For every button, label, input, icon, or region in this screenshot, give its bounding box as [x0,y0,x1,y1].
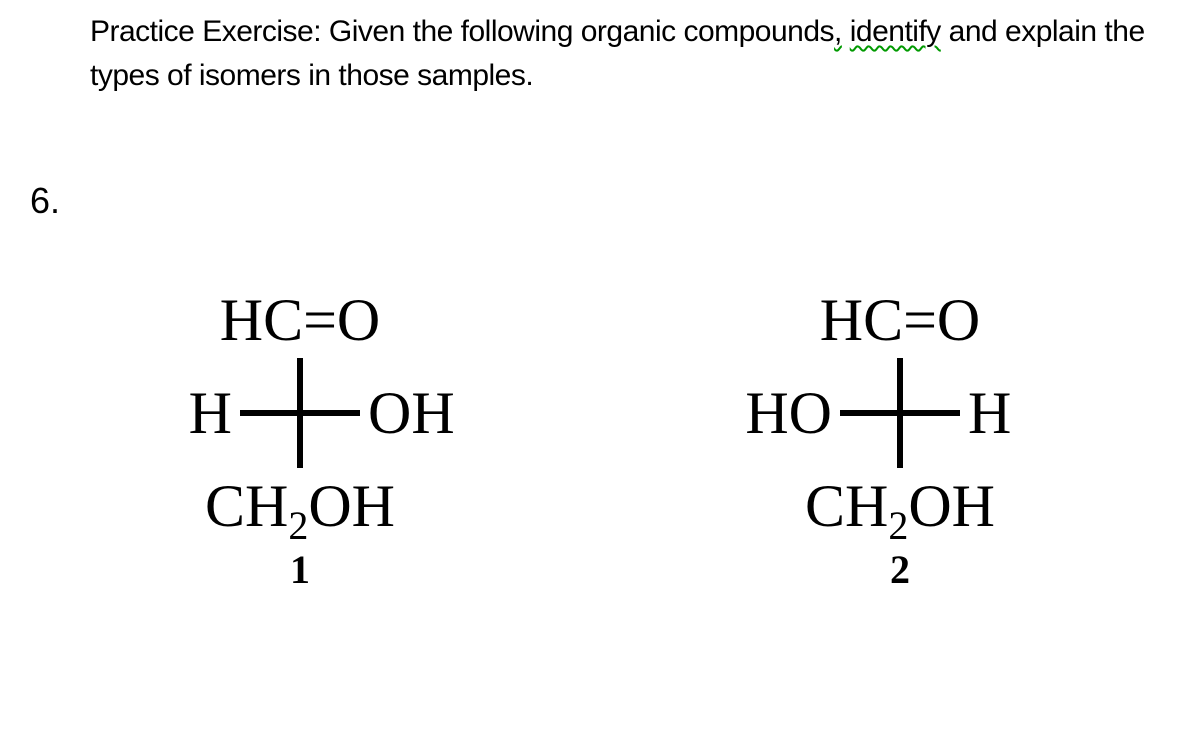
s2-cross [840,358,960,468]
s2-bottom: CH2OH [640,476,1160,546]
s1-right: OH [368,383,508,443]
horizontal-bond-icon [240,410,360,416]
s2-bottom-post: OH [908,473,995,539]
structure-2: HC=O HO H CH2OH 2 [640,290,1160,710]
structures-row: HC=O H OH CH2OH 1 HC=O HO [0,290,1200,710]
horizontal-bond-icon [840,410,960,416]
s1-top: HC=O [40,290,560,350]
structure-1: HC=O H OH CH2OH 1 [40,290,560,710]
s2-right: H [968,383,1108,443]
exercise-prompt: Practice Exercise: Given the following o… [90,10,1190,97]
s2-bottom-sub: 2 [888,503,908,548]
s1-bottom-sub: 2 [288,503,308,548]
prompt-prefix: Practice Exercise: Given the following o… [90,15,834,48]
s1-bottom-post: OH [308,473,395,539]
page: Practice Exercise: Given the following o… [0,0,1200,740]
s2-midrow: HO H [640,358,1160,468]
s1-bottom: CH2OH [40,476,560,546]
s1-cross [240,358,360,468]
s2-label: 2 [640,546,1160,593]
s2-bottom-pre: CH [805,473,888,539]
prompt-comma: , [834,15,842,48]
prompt-identify: identify [850,15,941,48]
s1-label: 1 [40,546,560,593]
question-number: 6. [30,180,60,222]
s2-left: HO [692,383,832,443]
s1-bottom-pre: CH [205,473,288,539]
s1-midrow: H OH [40,358,560,468]
s2-top: HC=O [640,290,1160,350]
s1-left: H [92,383,232,443]
